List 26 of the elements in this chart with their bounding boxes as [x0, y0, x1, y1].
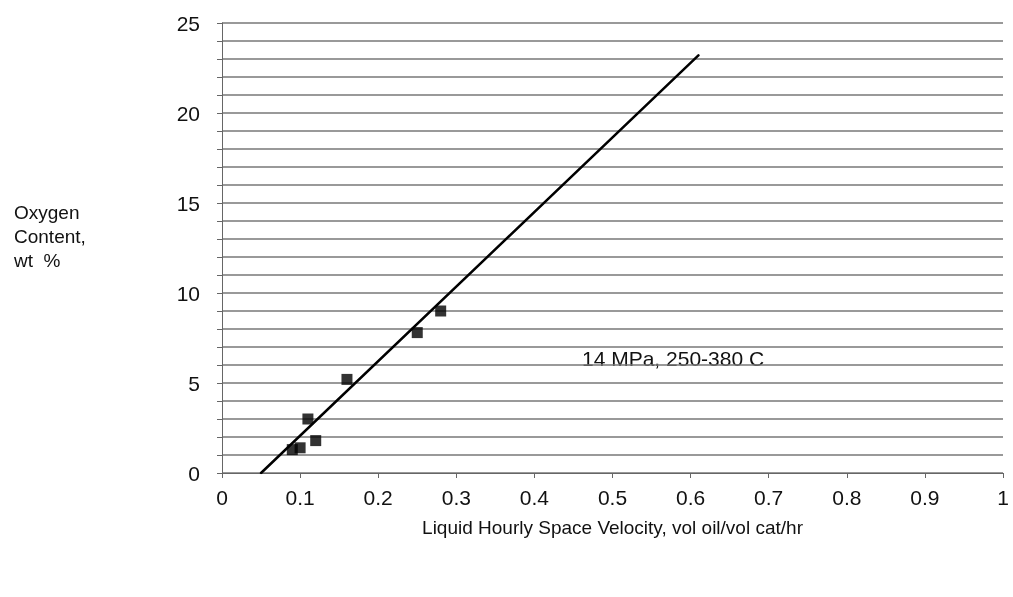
y-tick-label: 5	[188, 371, 200, 395]
annotation: 14 MPa, 250-380 C	[582, 347, 765, 370]
x-tick-label: 0.7	[754, 486, 784, 509]
point	[302, 413, 314, 425]
x-tick-label: 0.5	[597, 486, 628, 509]
x-tick-label: 0.8	[832, 486, 862, 509]
x-tick-label: 0.2	[363, 486, 393, 509]
x-tick-label: 0.4	[519, 486, 550, 509]
point	[294, 442, 306, 454]
y-tick-label: 20	[176, 101, 200, 125]
x-tick-label: 0	[216, 486, 228, 509]
point	[310, 435, 322, 447]
x-axis-title: Liquid Hourly Space Velocity, vol oil/vol cat/hr	[422, 517, 804, 538]
point	[435, 305, 447, 317]
point	[341, 373, 353, 385]
y-tick-label: 10	[176, 281, 200, 305]
x-tick-label: 0.1	[285, 486, 315, 509]
y-tick-label: 15	[176, 191, 200, 215]
y-axis-title: Oxygen Content, wt %	[13, 201, 92, 271]
y-tick-label: 25	[176, 11, 200, 35]
y-tick-label: 0	[188, 461, 200, 485]
x-tick-label: 0.6	[676, 486, 706, 509]
x-tick-label: 0.9	[910, 486, 940, 509]
x-tick-label: 0.3	[441, 486, 471, 509]
point	[411, 327, 423, 339]
x-tick-label: 1	[997, 486, 1009, 509]
